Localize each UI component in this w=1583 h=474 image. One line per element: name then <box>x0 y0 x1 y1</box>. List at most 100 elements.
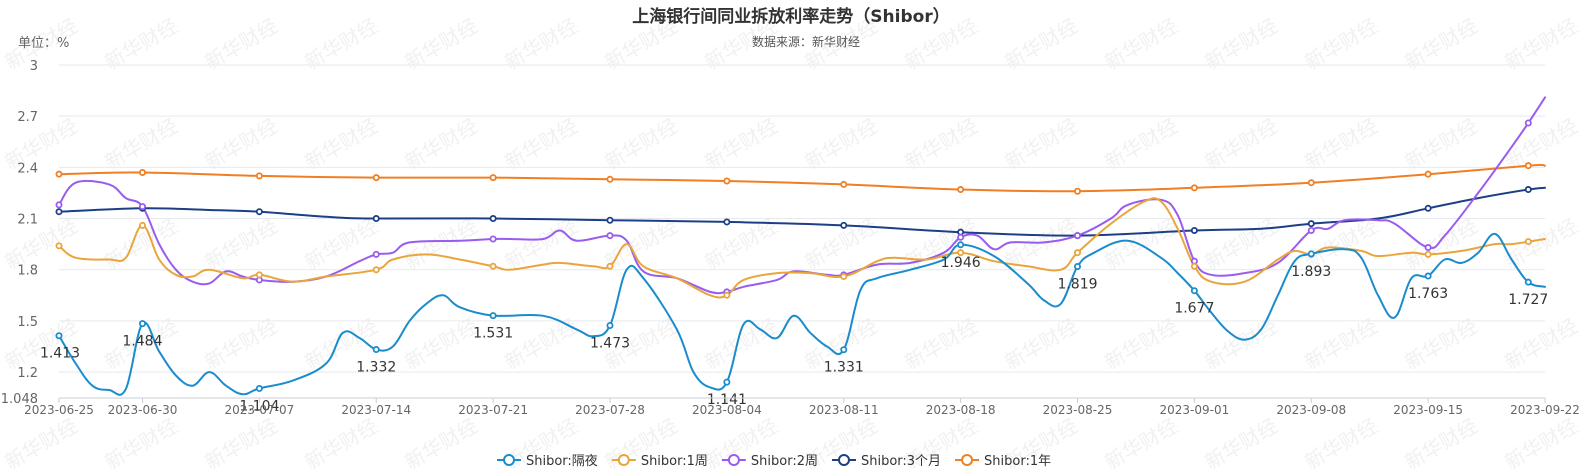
watermark-text: 新华财经 <box>301 214 382 275</box>
watermark-text: 新华财经 <box>401 414 482 474</box>
x-tick-label: 2023-07-14 <box>341 403 411 417</box>
x-tick-label: 2023-09-01 <box>1159 403 1229 417</box>
watermark-text: 新华财经 <box>301 414 382 474</box>
y-tick-label: 1.5 <box>17 315 38 330</box>
marker-year1 <box>840 180 848 188</box>
legend-item-month3[interactable]: Shibor:3个月 <box>831 454 941 469</box>
marker-year1 <box>1524 162 1532 170</box>
chart-title: 上海银行间同业拆放利率走势（Shibor） <box>632 6 949 27</box>
marker-month3 <box>723 218 731 226</box>
marker-month3 <box>1524 186 1532 194</box>
watermark-text: 新华财经 <box>901 114 982 175</box>
x-tick-label: 2023-08-11 <box>809 403 879 417</box>
data-label-overnight: 1.332 <box>356 360 396 376</box>
legend-item-year1[interactable]: Shibor:1年 <box>955 454 1051 469</box>
watermark-text: 新华财经 <box>601 114 682 175</box>
x-tick-label: 2023-08-25 <box>1043 403 1113 417</box>
legend-item-week2[interactable]: Shibor:2周 <box>721 454 818 469</box>
watermark-text: 新华财经 <box>101 414 182 474</box>
watermark-text: 新华财经 <box>1301 314 1382 375</box>
marker-month3 <box>1190 226 1198 234</box>
legend-swatch-marker <box>727 454 740 466</box>
watermark-text: 新华财经 <box>201 314 282 375</box>
y-tick-label: 2.1 <box>17 213 38 228</box>
x-tick-label: 2023-07-21 <box>458 403 528 417</box>
marker-year1 <box>138 168 146 176</box>
marker-overnight <box>606 321 614 329</box>
watermark-text: 新华财经 <box>501 314 582 375</box>
watermark-text: 新华财经 <box>101 114 182 175</box>
y-tick-label: 1.2 <box>17 366 38 381</box>
watermark-text: 新华财经 <box>1101 314 1182 375</box>
legend-item-week1[interactable]: Shibor:1周 <box>611 454 708 469</box>
legend-item-overnight[interactable]: Shibor:隔夜 <box>497 454 598 469</box>
y-tick-label: 3 <box>30 59 38 74</box>
watermark-text: 新华财经 <box>1401 114 1482 175</box>
data-label-overnight: 1.677 <box>1174 301 1214 317</box>
marker-year1 <box>489 174 497 182</box>
data-label-overnight: 1.893 <box>1291 264 1331 280</box>
series-line-overnight <box>58 232 1546 396</box>
data-label-overnight: 1.473 <box>590 335 630 351</box>
marker-overnight <box>1190 287 1198 295</box>
marker-week1 <box>1424 250 1432 258</box>
y-tick-label: 1.8 <box>17 264 38 279</box>
marker-overnight <box>55 332 63 340</box>
marker-year1 <box>1424 170 1432 178</box>
marker-week1 <box>606 262 614 270</box>
watermark-text: 新华财经 <box>801 114 882 175</box>
watermark-text: 新华财经 <box>1301 114 1382 175</box>
watermark-text: 新华财经 <box>1 314 82 375</box>
legend[interactable]: Shibor:隔夜 Shibor:1周 Shibor:2周 Shibor:3个月 Shi… <box>497 454 1051 469</box>
unit-label: 单位：% <box>18 36 69 51</box>
marker-year1 <box>606 175 614 183</box>
marker-week1 <box>489 262 497 270</box>
marker-month3 <box>255 208 263 216</box>
marker-week1 <box>255 271 263 279</box>
x-tick-label: 2023-07-28 <box>575 403 645 417</box>
marker-year1 <box>723 177 731 185</box>
watermark-text: 新华财经 <box>701 114 782 175</box>
marker-week2 <box>372 250 380 258</box>
watermark-text: 新华财经 <box>1401 314 1482 375</box>
marker-month3 <box>606 216 614 224</box>
marker-year1 <box>1190 184 1198 192</box>
watermark-text: 新华财经 <box>1 214 82 275</box>
legend-label: Shibor:隔夜 <box>526 454 598 469</box>
x-tick-label: 2023-07-07 <box>224 403 294 417</box>
legend-swatch-marker <box>837 454 850 466</box>
watermark-text: 新华财经 <box>1401 414 1482 474</box>
watermark-text: 新华财经 <box>1 414 82 474</box>
marker-week2 <box>489 235 497 243</box>
watermark-text: 新华财经 <box>1101 114 1182 175</box>
watermark-text: 新华财经 <box>1201 414 1282 474</box>
watermark-text: 新华财经 <box>401 114 482 175</box>
data-label-overnight: 1.763 <box>1408 286 1448 302</box>
watermark-text: 新华财经 <box>1001 114 1082 175</box>
marker-overnight <box>723 378 731 386</box>
series-line-month3 <box>58 186 1546 237</box>
watermark-text: 新华财经 <box>701 314 782 375</box>
marker-overnight <box>1424 272 1432 280</box>
data-label-overnight: 1.104 <box>239 398 279 414</box>
legend-label: Shibor:3个月 <box>861 454 941 469</box>
watermark-text: 新华财经 <box>901 314 982 375</box>
marker-week2 <box>138 203 146 211</box>
marker-year1 <box>255 172 263 180</box>
legend-swatch-marker <box>617 454 630 466</box>
marker-week2 <box>55 201 63 209</box>
watermark-text: 新华财经 <box>1101 414 1182 474</box>
marker-overnight <box>1307 250 1315 258</box>
series-line-year1 <box>58 163 1546 193</box>
marker-overnight <box>1524 278 1532 286</box>
watermark-text: 新华财经 <box>1301 414 1382 474</box>
marker-week1 <box>840 273 848 281</box>
chart-subtitle: 数据来源：新华财经 <box>752 34 860 49</box>
watermark-text: 新华财经 <box>1501 414 1582 474</box>
marker-week1 <box>138 221 146 229</box>
marker-overnight <box>840 346 848 354</box>
legend-label: Shibor:2周 <box>751 454 818 469</box>
y-tick-label: 2.7 <box>17 110 38 125</box>
watermark-text: 新华财经 <box>301 114 382 175</box>
